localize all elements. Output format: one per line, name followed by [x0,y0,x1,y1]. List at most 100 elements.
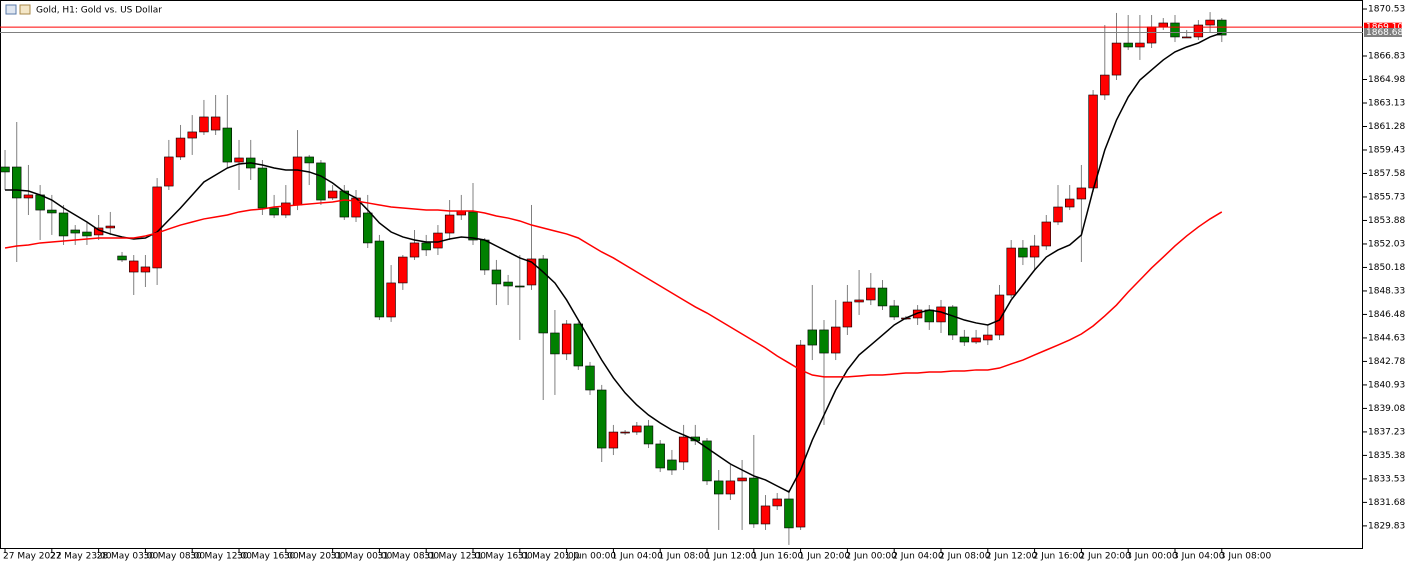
candle-body [714,480,724,495]
candle-body [854,299,864,303]
x-tick-label: 2 Jun 04:00 [892,552,944,562]
y-tick-label: 1852.03 [1368,239,1405,249]
plot-frame [0,0,1363,549]
candle-body [105,225,116,229]
y-tick-label: 1863.13 [1368,98,1405,108]
candle-body [0,166,10,173]
candle-body [1111,42,1122,76]
x-tick-label: 2 Jun 12:00 [986,552,1038,562]
candle-body [257,167,268,209]
candle-body [550,332,560,355]
candle-body [234,157,244,163]
candle-body [1100,74,1110,96]
candle-body [1170,22,1180,38]
candle-body [222,127,233,163]
candle-body [444,214,455,234]
chart-icon [5,4,31,15]
x-tick-label: 30 May 12:00 [190,552,252,562]
candle-body [760,505,771,525]
candle-body [866,287,876,301]
y-tick-label: 1864.98 [1368,75,1405,85]
moving-average [4,199,1223,378]
candle-body [491,269,502,285]
candle-body [23,194,34,199]
x-tick-label: 2 Jun 08:00 [939,552,991,562]
candle-body [795,344,806,528]
y-tick-label: 1866.83 [1368,52,1405,62]
candle-body [187,131,197,139]
candle-body [936,306,946,323]
x-tick-label: 1 Jun 12:00 [705,552,757,562]
x-tick-label: 3 Jun 00:00 [1126,552,1178,562]
x-tick-label: 30 May 16:00 [237,552,299,562]
y-tick-label: 1850.18 [1368,263,1405,273]
candle-body [1182,36,1192,39]
candle-body [398,256,408,284]
candle-body [70,229,80,234]
candle-body [269,207,279,216]
candle-body [1018,247,1028,258]
candle-body [702,440,712,482]
candle-body [1205,19,1215,26]
candle-body [1135,42,1145,48]
candle-body [643,425,654,445]
moving-average [5,32,1223,493]
candle-body [1158,22,1168,28]
candle-body [678,436,689,463]
price-label-box [1364,28,1402,38]
y-tick-label: 1833.53 [1368,474,1405,484]
candle-body [1053,206,1063,223]
candle-body [737,477,747,482]
x-tick-label: 1 Jun 00:00 [565,552,617,562]
candle-body [304,156,314,164]
candle-body [632,425,642,433]
candle-body [831,326,841,354]
y-tick-label: 1855.73 [1368,192,1405,202]
candle-body [948,306,958,336]
candle-body [316,162,326,201]
candle-body [281,202,291,216]
candle-body [994,294,1005,336]
candle-body [573,323,583,367]
candle-body [164,156,174,187]
x-tick-label: 3 Jun 04:00 [1173,552,1225,562]
chart-title: Gold, H1: Gold vs. US Dollar [36,6,162,16]
candle-body [983,334,993,341]
candle-body [175,137,186,158]
candle-body [1146,26,1157,44]
price-label: 1868.68 [1366,28,1403,38]
candle-body [292,156,303,206]
y-tick-label: 1848.33 [1368,286,1405,296]
candle-body [339,190,350,218]
x-tick-label: 3 Jun 08:00 [1220,552,1272,562]
candle-body [772,498,782,507]
y-tick-label: 1837.23 [1368,427,1405,437]
candle-body [1123,42,1133,48]
candle-body [47,209,57,214]
candle-body [784,498,794,529]
candle-body [561,323,572,355]
candle-body [12,166,22,199]
x-tick-label: 1 Jun 04:00 [611,552,663,562]
x-tick-label: 1 Jun 08:00 [658,552,710,562]
candle-body [807,329,817,346]
x-tick-label: 31 May 12:00 [424,552,486,562]
candle-body [526,258,537,286]
price-label: 1869.10 [1366,23,1403,33]
candle-body [877,287,888,307]
candle-body [35,194,45,211]
y-tick-label: 1870.53 [1368,5,1405,15]
candle-body [374,240,385,318]
candle-body [1088,94,1098,189]
candle-body [1193,24,1204,38]
candle-body [1065,198,1075,208]
candle-body [585,365,595,391]
x-tick-label: 31 May 08:00 [377,552,439,562]
candle-body [82,231,92,237]
candle-body [363,212,373,244]
y-tick-label: 1829.83 [1368,521,1405,531]
candle-body [199,116,209,133]
candle-body [503,281,513,287]
x-tick-label: 1 Jun 16:00 [752,552,804,562]
